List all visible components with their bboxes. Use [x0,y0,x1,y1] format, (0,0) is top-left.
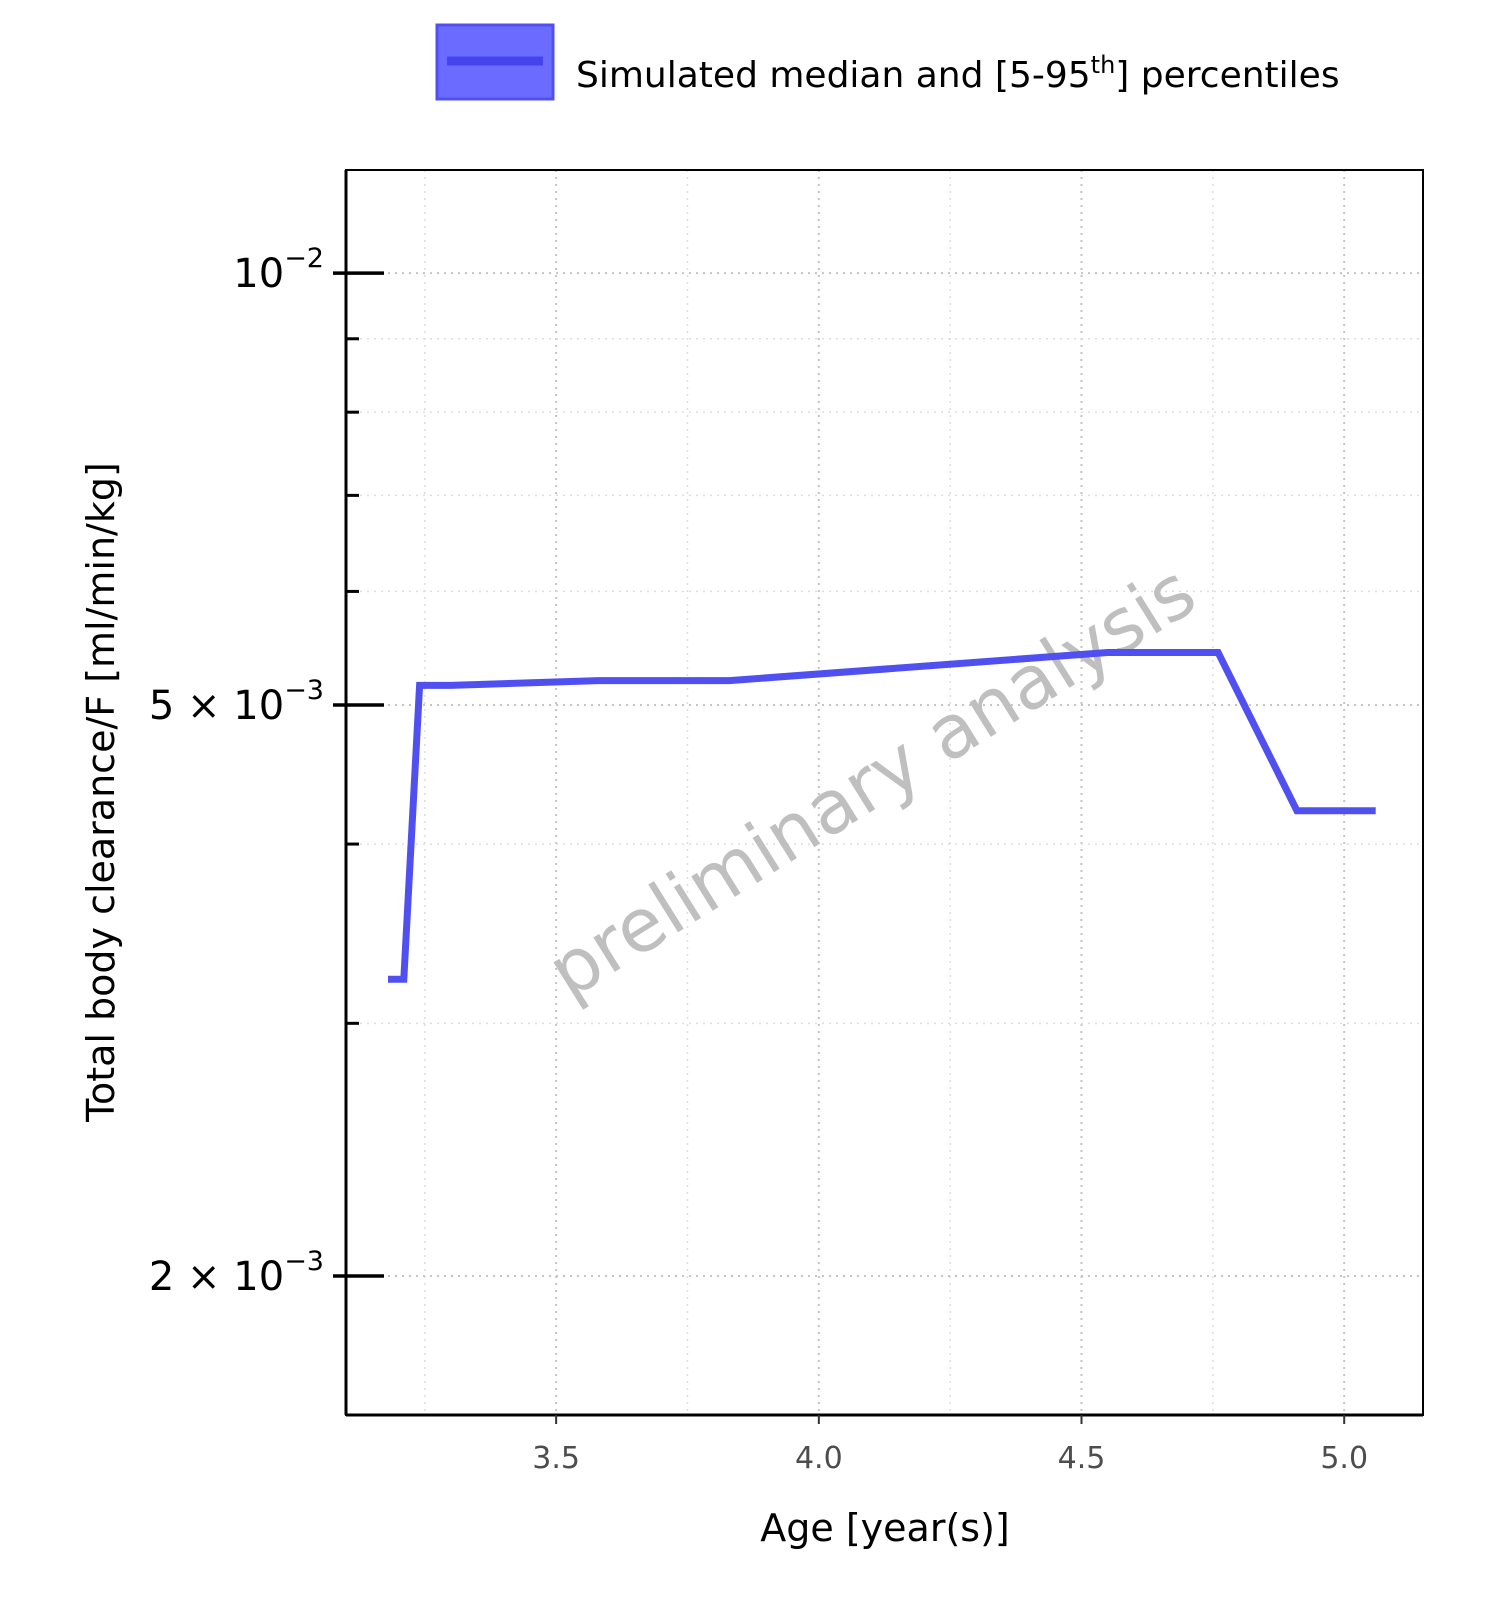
x-tick-label: 5.0 [1320,1441,1368,1476]
y-tick-label: 10−2 [233,243,324,297]
grid [346,170,1423,1415]
x-axis-label: Age [year(s)] [760,1506,1009,1550]
series-median-line [388,649,1376,983]
y-tick-label: 2 × 10−3 [149,1246,324,1300]
y-axis: 10−2 5 × 10−3 2 × 10−3 [149,243,384,1300]
legend-label: Simulated median and [5-95th] percentile… [576,51,1340,96]
series-layer [388,649,1376,983]
x-tick-label: 3.5 [532,1441,580,1476]
watermark: preliminary analysis [533,548,1210,1016]
x-tick-label: 4.0 [795,1441,843,1476]
x-axis: 3.5 4.0 4.5 5.0 [532,1415,1368,1476]
y-tick-label: 5 × 10−3 [149,675,324,729]
legend: Simulated median and [5-95th] percentile… [435,23,1340,101]
x-tick-label: 4.5 [1058,1441,1106,1476]
y-axis-label: Total body clearance/F [ml/min/kg] [79,462,123,1123]
